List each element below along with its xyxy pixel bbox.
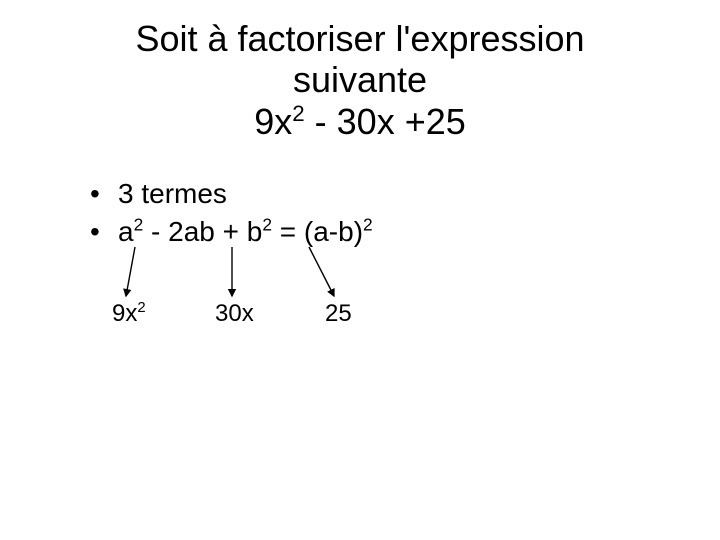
- bullet-1-text: 3 termes: [118, 175, 227, 213]
- term-1-base: 9x: [112, 300, 137, 327]
- bullet-marker: •: [90, 175, 118, 213]
- title-line2: suivante: [293, 59, 427, 100]
- arrow-line: [309, 247, 334, 296]
- term-3: 25: [325, 300, 352, 328]
- bullet-1: • 3 termes: [90, 175, 373, 213]
- bullet-2: • a2 - 2ab + b2 = (a-b)2: [90, 213, 373, 251]
- formula-r-exp: 2: [363, 214, 373, 234]
- term-2: 30x: [215, 300, 254, 328]
- formula-a-exp: 2: [134, 214, 144, 234]
- arrow-lines: [126, 247, 334, 296]
- title-expr-rest: - 30x +25: [305, 101, 466, 142]
- title-line1: Soit à factoriser l'expression: [135, 18, 584, 59]
- term-1: 9x2: [112, 300, 146, 328]
- bullet-2-formula: a2 - 2ab + b2 = (a-b)2: [118, 213, 373, 251]
- title-expr-base: 9x: [254, 101, 292, 142]
- formula-b-base: b: [247, 216, 263, 247]
- bullet-marker: •: [90, 213, 118, 251]
- slide-title: Soit à factoriser l'expression suivante …: [0, 18, 720, 142]
- slide: Soit à factoriser l'expression suivante …: [0, 0, 720, 540]
- title-expr-exp: 2: [292, 101, 304, 126]
- term-1-exp: 2: [137, 300, 145, 316]
- formula-eq: = (a-b): [272, 216, 363, 247]
- arrow-line: [126, 247, 135, 296]
- body-content: • 3 termes • a2 - 2ab + b2 = (a-b)2: [90, 175, 373, 251]
- formula-b-exp: 2: [262, 214, 272, 234]
- formula-mid: - 2ab +: [143, 216, 247, 247]
- formula-a-base: a: [118, 216, 134, 247]
- title-expression: 9x2 - 30x +25: [254, 101, 466, 142]
